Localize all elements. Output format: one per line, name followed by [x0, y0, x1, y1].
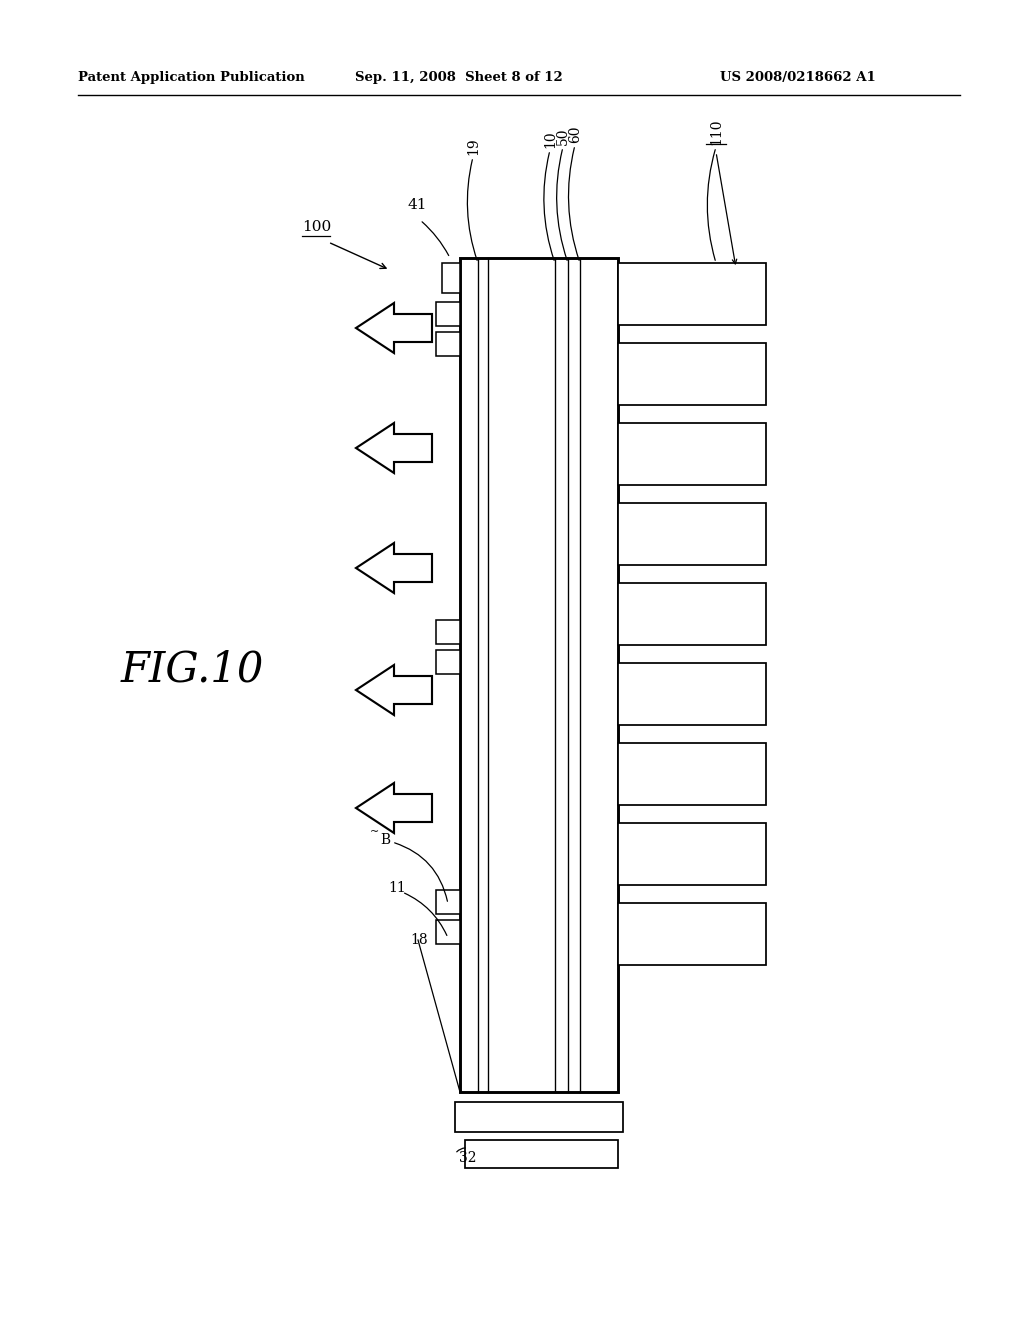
Bar	[436, 649, 460, 675]
Text: 10: 10	[543, 131, 557, 148]
Text: Sep. 11, 2008  Sheet 8 of 12: Sep. 11, 2008 Sheet 8 of 12	[355, 71, 563, 84]
Bar	[618, 263, 766, 325]
Bar	[618, 743, 766, 805]
Text: Patent Application Publication: Patent Application Publication	[78, 71, 305, 84]
Text: 110: 110	[709, 119, 723, 145]
Bar	[460, 257, 618, 1092]
Text: 18: 18	[410, 933, 428, 946]
Bar	[618, 503, 766, 565]
Bar	[442, 263, 460, 293]
Bar	[618, 663, 766, 725]
Bar	[618, 422, 766, 484]
Bar	[465, 1140, 618, 1168]
Bar	[436, 920, 460, 944]
Bar	[436, 890, 460, 913]
Text: 100: 100	[302, 220, 331, 234]
Text: ~: ~	[370, 828, 379, 837]
Text: 19: 19	[466, 137, 480, 154]
Text: FIG.10: FIG.10	[120, 649, 264, 690]
Bar	[436, 302, 460, 326]
Bar	[618, 343, 766, 405]
Text: 50: 50	[556, 128, 570, 145]
Bar	[618, 822, 766, 884]
Text: B: B	[380, 833, 390, 847]
Bar	[436, 620, 460, 644]
Bar	[618, 583, 766, 645]
Text: 60: 60	[568, 125, 582, 143]
Bar	[618, 903, 766, 965]
Bar	[455, 1102, 623, 1133]
Bar	[436, 333, 460, 356]
Text: 32: 32	[459, 1151, 477, 1166]
Text: 41: 41	[408, 198, 427, 213]
Text: US 2008/0218662 A1: US 2008/0218662 A1	[720, 71, 876, 84]
Text: 11: 11	[388, 880, 406, 895]
